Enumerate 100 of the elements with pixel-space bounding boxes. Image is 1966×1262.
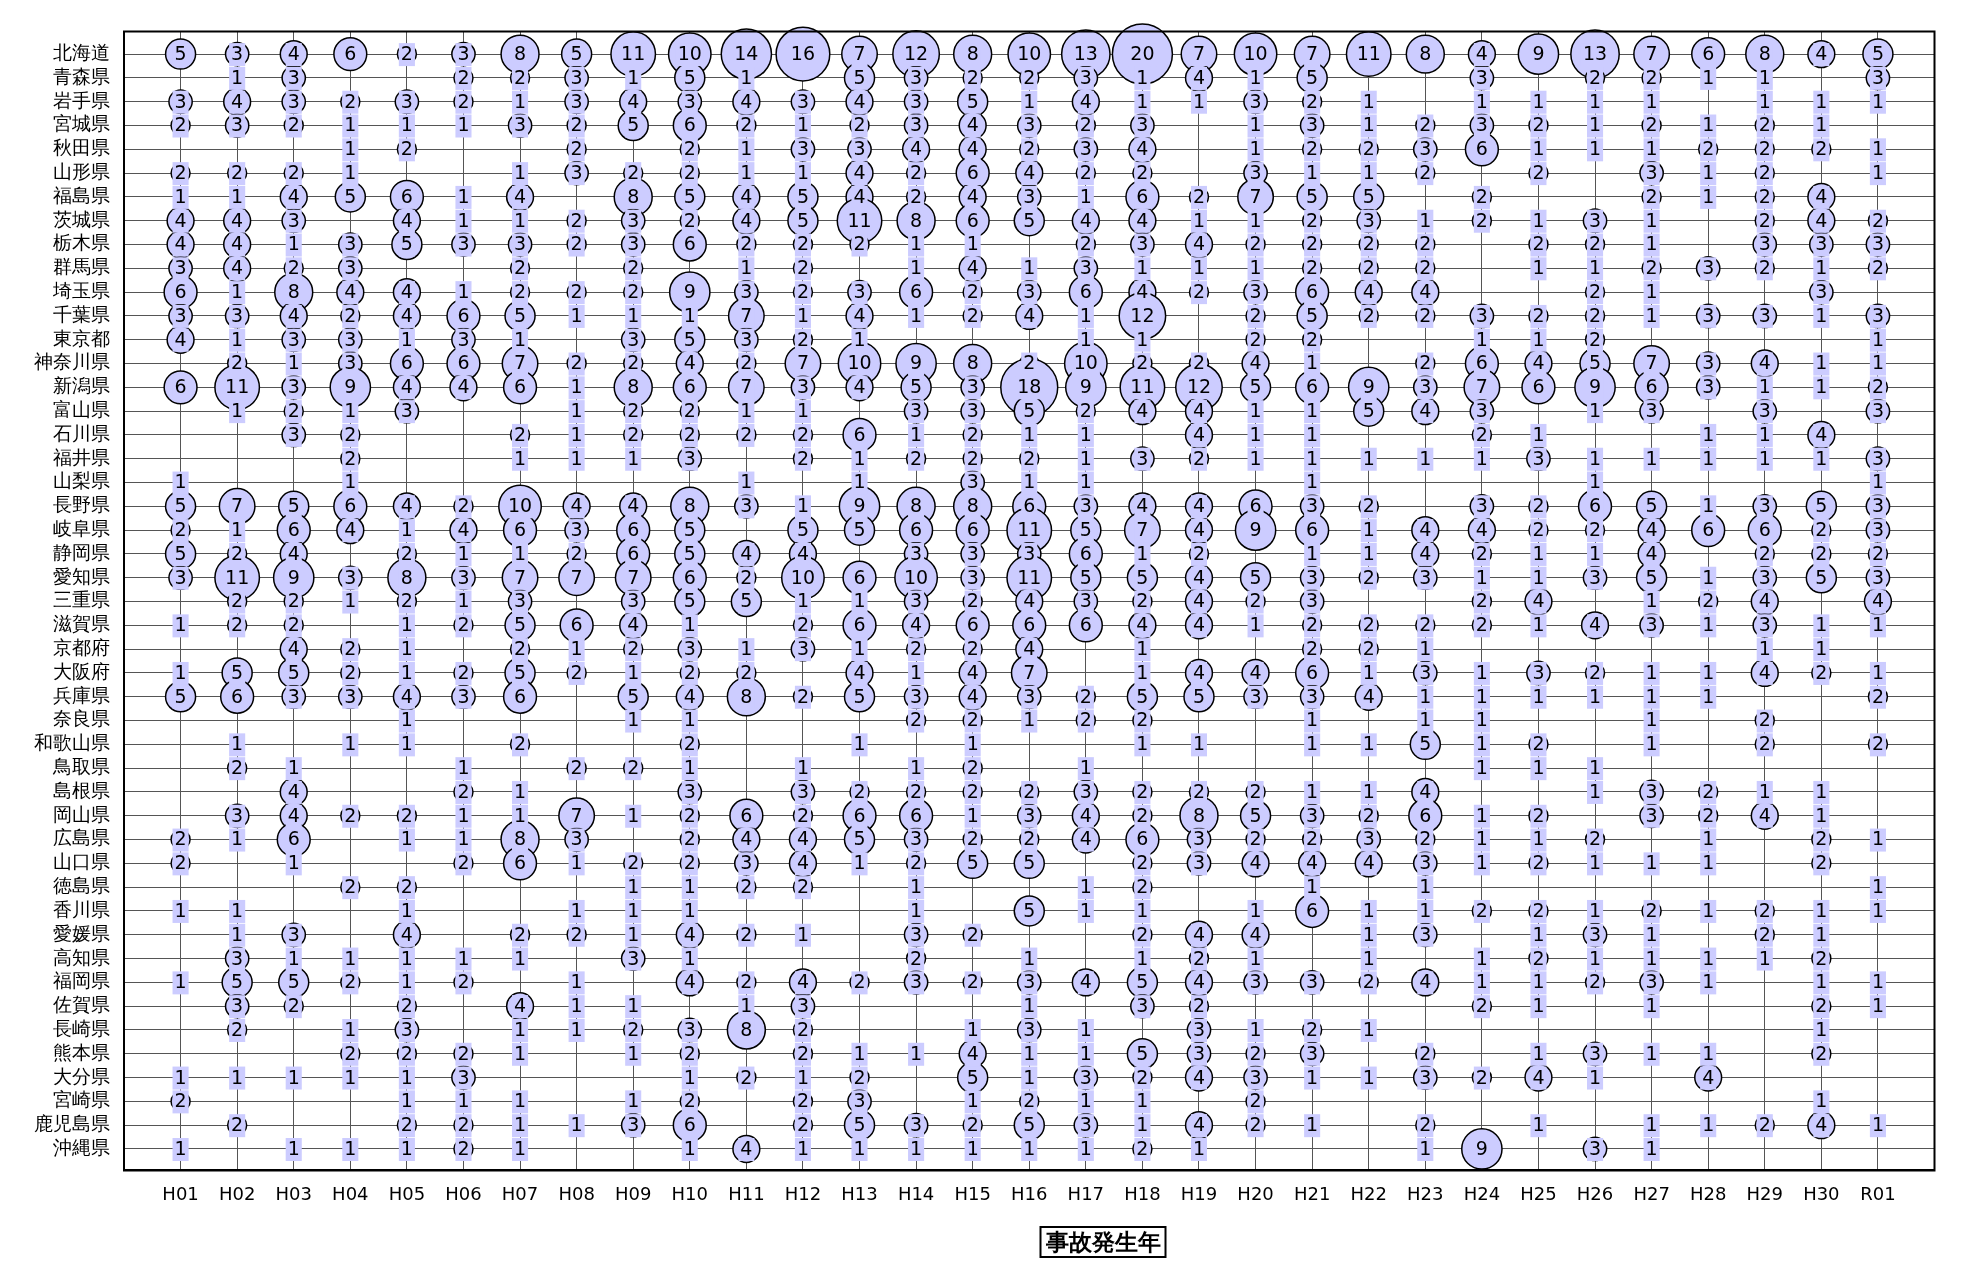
data-label: 2 [287, 113, 300, 136]
data-label: 3 [570, 89, 583, 112]
data-label: 2 [1362, 613, 1375, 636]
data-label: 5 [400, 232, 413, 255]
data-label: 1 [1362, 946, 1375, 969]
data-label: 4 [287, 803, 300, 826]
data-label: 2 [514, 280, 527, 303]
data-label: 2 [683, 422, 696, 445]
data-label: 4 [740, 827, 753, 850]
data-label: 2 [740, 422, 753, 445]
data-label: 2 [1588, 970, 1602, 993]
data-label: 3 [1815, 232, 1828, 255]
data-label: 6 [1475, 137, 1488, 160]
data-label: 1 [231, 732, 244, 755]
data-label: 4 [400, 375, 413, 398]
data-label: 5 [1871, 42, 1884, 65]
data-label: 1 [910, 756, 923, 779]
data-label: 2 [1249, 827, 1262, 850]
data-label: 1 [514, 1041, 527, 1064]
data-label: 1 [344, 1017, 357, 1040]
data-label: 5 [853, 65, 866, 88]
data-label: 2 [740, 875, 753, 898]
data-label: 1 [400, 827, 413, 850]
data-label: 5 [1419, 732, 1432, 755]
data-label: 1 [910, 256, 923, 279]
data-label: 1 [627, 660, 640, 683]
data-label: 2 [1815, 994, 1828, 1017]
x-tick-label: H06 [445, 1182, 482, 1204]
data-label: 2 [796, 256, 809, 279]
y-tick-label: 秋田県 [53, 136, 110, 159]
data-label: 2 [570, 208, 583, 231]
data-label: 4 [344, 280, 357, 303]
data-label: 5 [570, 42, 583, 65]
data-label: 3 [287, 375, 300, 398]
data-label: 2 [796, 280, 809, 303]
data-label: 5 [1079, 565, 1092, 588]
data-label: 4 [1192, 1065, 1206, 1088]
data-label: 9 [1532, 42, 1545, 65]
data-label: 1 [1475, 946, 1488, 969]
data-label: 3 [1192, 1041, 1206, 1064]
data-label: 2 [1475, 208, 1488, 231]
data-label: 5 [1023, 208, 1036, 231]
data-label: 2 [1532, 303, 1545, 326]
data-label: 4 [683, 922, 696, 945]
data-label: 1 [683, 898, 696, 921]
data-label: 1 [1023, 708, 1036, 731]
data-label: 1 [1702, 446, 1715, 469]
data-label: 4 [1136, 399, 1149, 422]
data-label: 1 [1702, 494, 1715, 517]
data-label: 2 [457, 970, 470, 993]
data-label: 3 [514, 113, 527, 136]
data-label: 1 [1702, 161, 1715, 184]
data-label: 4 [796, 851, 809, 874]
data-label: 2 [627, 637, 640, 660]
data-label: 2 [1136, 851, 1149, 874]
data-label: 2 [457, 89, 470, 112]
data-label: 4 [1192, 970, 1206, 993]
data-label: 3 [740, 851, 753, 874]
data-label: 2 [853, 1065, 866, 1088]
data-label: 1 [1136, 256, 1149, 279]
data-label: 1 [1588, 446, 1602, 469]
data-label: 1 [1532, 684, 1545, 707]
data-label: 6 [910, 518, 923, 541]
data-label: 3 [1306, 565, 1319, 588]
data-label: 10 [904, 565, 929, 588]
data-label: 1 [627, 898, 640, 921]
data-label: 3 [627, 1113, 640, 1136]
data-label: 6 [1532, 375, 1545, 398]
data-label: 4 [910, 137, 923, 160]
data-label: 1 [1645, 446, 1658, 469]
data-label: 5 [1306, 65, 1319, 88]
data-label: 2 [966, 756, 979, 779]
data-label: 3 [1192, 851, 1206, 874]
data-label: 11 [225, 565, 250, 588]
data-label: 3 [457, 232, 470, 255]
data-label: 4 [1475, 518, 1488, 541]
data-label: 1 [1475, 851, 1488, 874]
data-label: 3 [287, 922, 300, 945]
data-label: 3 [627, 589, 640, 612]
data-label: 8 [1192, 803, 1206, 826]
data-label: 1 [1136, 541, 1149, 564]
data-label: 1 [1815, 303, 1828, 326]
data-label: 2 [231, 589, 244, 612]
data-label: 2 [796, 803, 809, 826]
data-label: 1 [400, 708, 413, 731]
y-tick-label: 北海道 [53, 41, 110, 64]
data-label: 1 [1645, 708, 1658, 731]
data-label: 1 [1249, 898, 1262, 921]
data-label: 2 [1192, 280, 1206, 303]
data-label: 2 [1023, 446, 1036, 469]
data-label: 5 [287, 970, 300, 993]
data-label: 1 [400, 1136, 413, 1159]
data-label: 2 [344, 803, 357, 826]
data-label: 2 [627, 161, 640, 184]
data-label: 9 [1588, 375, 1602, 398]
data-label: 1 [287, 851, 300, 874]
data-label: 1 [1362, 113, 1375, 136]
data-label: 1 [1815, 613, 1828, 636]
data-label: 2 [740, 1065, 753, 1088]
data-label: 2 [1758, 708, 1771, 731]
